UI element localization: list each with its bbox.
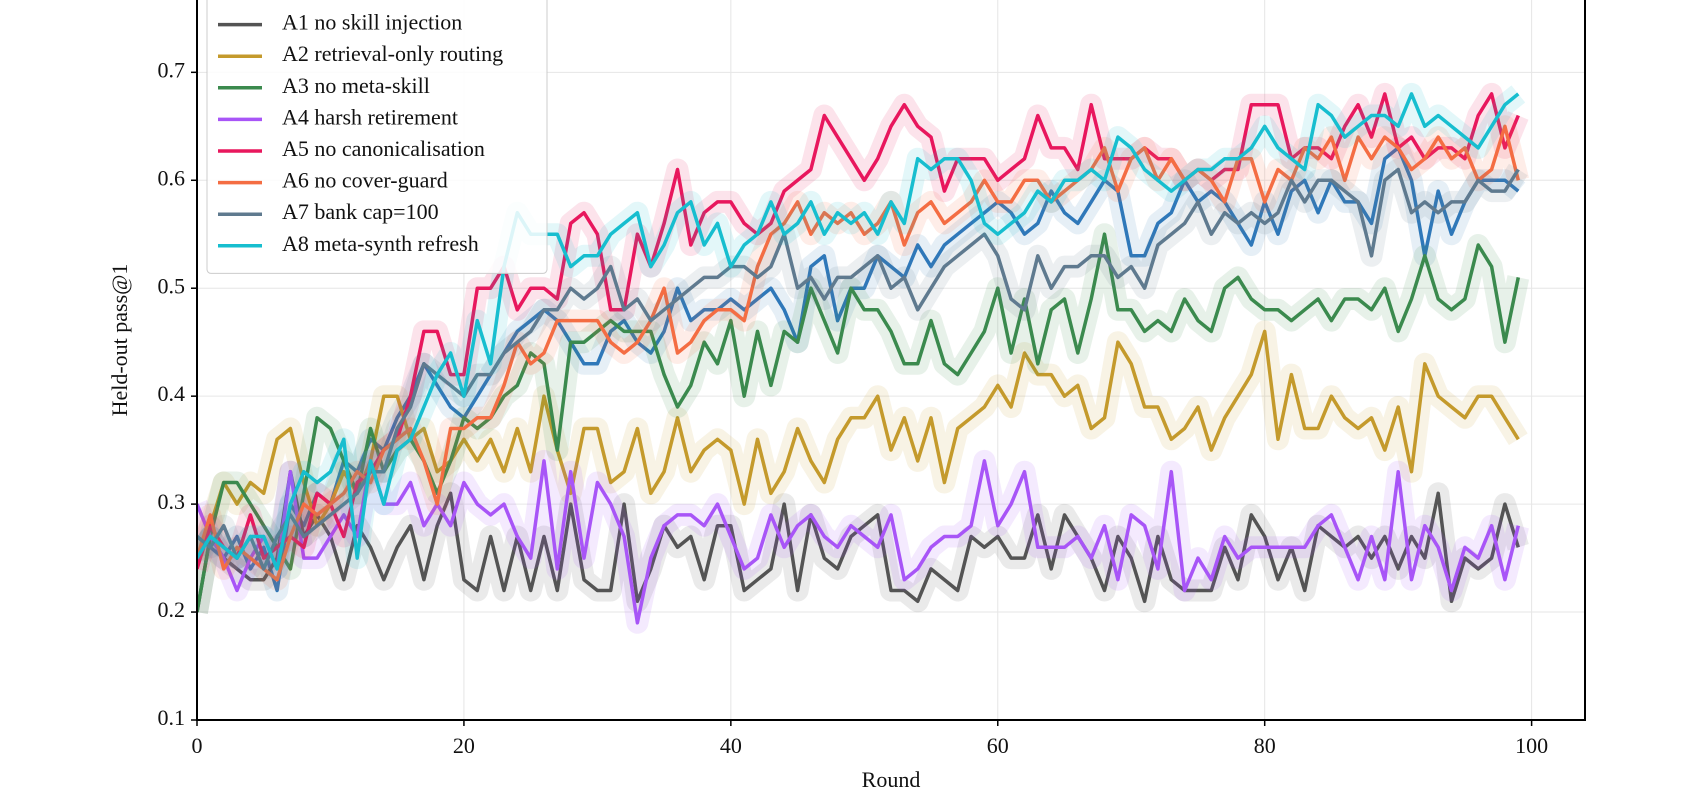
x-tick-label: 20	[453, 733, 475, 758]
y-tick-label: 0.4	[158, 381, 186, 406]
legend-label: A5 no canonicalisation	[282, 136, 485, 161]
series-line	[197, 92, 1520, 571]
legend: Default A1 no skill injection A2 retrieval…	[206, 0, 548, 274]
series-line	[197, 167, 1520, 571]
series-line	[197, 92, 1520, 570]
x-tick-label: 100	[1515, 733, 1548, 758]
legend-box	[206, 0, 548, 274]
y-tick-label: 0.6	[158, 165, 186, 190]
x-tick-label: 40	[720, 733, 742, 758]
y-tick-label: 0.5	[158, 273, 186, 298]
y-tick-label: 0.3	[158, 489, 186, 514]
x-tick-label: 60	[987, 733, 1009, 758]
legend-label: A7 bank cap=100	[282, 199, 439, 224]
y-axis-label: Held-out pass@1	[107, 264, 132, 417]
legend-label: A8 meta-synth refresh	[282, 231, 479, 256]
x-axis-label: Round	[862, 767, 921, 792]
plot-area	[197, 82, 1530, 634]
series-line	[197, 459, 1520, 625]
y-tick-label: 0.7	[158, 57, 186, 82]
legend-label: A6 no cover-guard	[282, 168, 448, 193]
axes: 0.1 0.2 0.3 0.4 0.5 0.6 0.7 0 20 40 60 80 100	[158, 0, 1586, 758]
legend-label: A1 no skill injection	[282, 10, 462, 35]
legend-label: Default	[282, 0, 348, 3]
legend-label: A2 retrieval-only routing	[282, 41, 503, 66]
axis-frame	[196, 0, 1586, 721]
series-line	[197, 329, 1520, 559]
legend-label: A3 no meta-skill	[282, 73, 430, 98]
y-tick-label: 0.2	[158, 597, 186, 622]
y-tick-label: 0.1	[158, 705, 186, 730]
legend-label: A4 harsh retirement	[282, 104, 458, 129]
x-tick-label: 0	[192, 733, 203, 758]
x-tick-label: 80	[1254, 733, 1276, 758]
series-line	[197, 232, 1521, 613]
